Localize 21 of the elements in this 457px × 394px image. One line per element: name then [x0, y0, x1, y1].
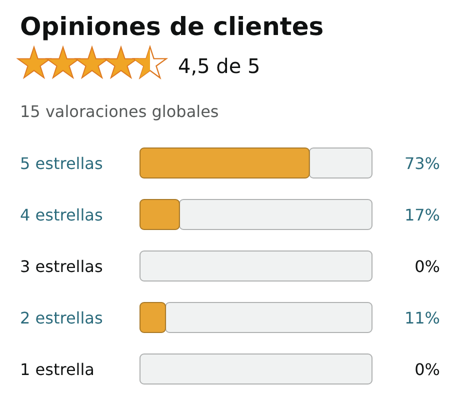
data-label: 0%: [414, 257, 440, 276]
data-label: 17%: [404, 206, 440, 224]
bar: [308, 148, 372, 178]
bar: [140, 302, 166, 333]
text: 15 valoraciones globales: [20, 102, 219, 121]
bar: [165, 302, 372, 333]
bar: [140, 148, 310, 178]
y-tick-label: 1 estrella: [20, 360, 94, 379]
bar: [140, 354, 372, 384]
data-label: 0%: [414, 360, 440, 379]
chart-subtitle: 4,5 de 5: [178, 54, 260, 78]
bar: [140, 199, 180, 230]
chart-title: Opiniones de clientes: [20, 12, 324, 41]
data-label: 11%: [404, 308, 440, 328]
y-tick-label: 2 estrellas: [20, 308, 103, 328]
y-tick-label: 5 estrellas: [20, 154, 103, 173]
bar: [178, 199, 372, 230]
bar: [140, 250, 372, 282]
y-tick-label: 4 estrellas: [20, 206, 103, 224]
data-label: 73%: [404, 154, 440, 173]
y-tick-label: 3 estrellas: [20, 257, 103, 276]
